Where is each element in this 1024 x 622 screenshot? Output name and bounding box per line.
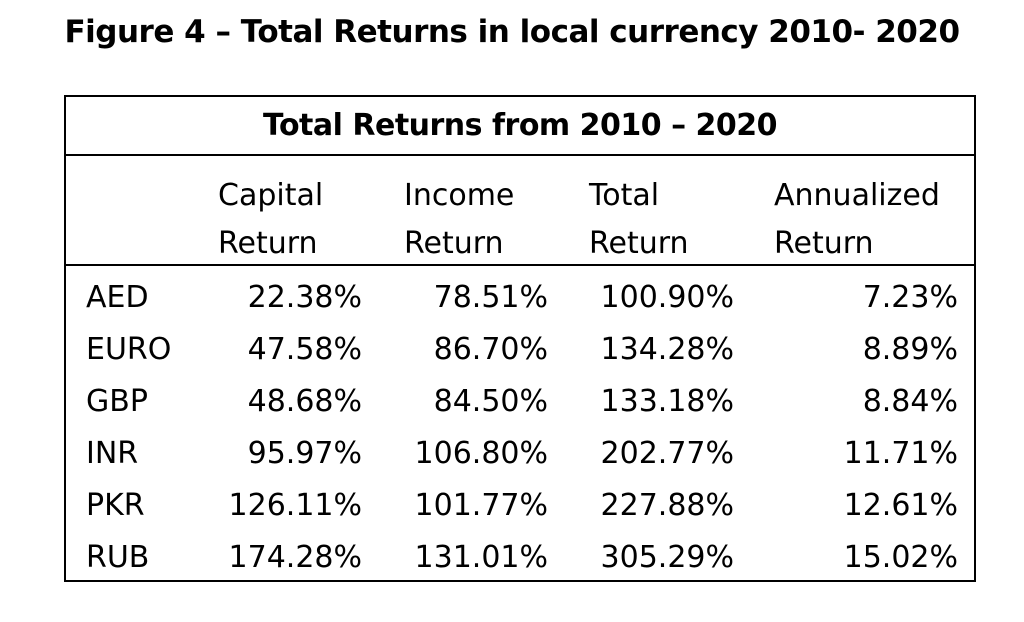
column-header-line: Annualized <box>774 178 940 213</box>
capital-return-cell: 174.28% <box>228 540 362 575</box>
column-header-line: Return <box>589 226 689 261</box>
table-row: INR 95.97% 106.80% 202.77% 11.71% <box>66 428 974 480</box>
capital-return-cell: 48.68% <box>247 384 362 419</box>
income-return-cell: 101.77% <box>414 488 548 523</box>
table-row: PKR 126.11% 101.77% 227.88% 12.61% <box>66 480 974 532</box>
table-row: AED 22.38% 78.51% 100.90% 7.23% <box>66 272 974 324</box>
returns-table: Total Returns from 2010 – 2020 Capital R… <box>64 95 976 582</box>
column-header-line: Income <box>404 178 515 213</box>
currency-cell: EURO <box>86 332 172 367</box>
column-header-line: Capital <box>218 178 324 213</box>
income-return-cell: 131.01% <box>414 540 548 575</box>
capital-return-cell: 22.38% <box>247 280 362 315</box>
capital-return-cell: 47.58% <box>247 332 362 367</box>
income-return-cell: 86.70% <box>433 332 548 367</box>
table-row: RUB 174.28% 131.01% 305.29% 15.02% <box>66 532 974 584</box>
annualized-return-cell: 8.89% <box>862 332 958 367</box>
column-header-line: Return <box>404 226 504 261</box>
annualized-return-cell: 8.84% <box>862 384 958 419</box>
column-header-line: Return <box>774 226 874 261</box>
table-row: GBP 48.68% 84.50% 133.18% 8.84% <box>66 376 974 428</box>
total-return-cell: 134.28% <box>600 332 734 367</box>
total-return-cell: 100.90% <box>600 280 734 315</box>
income-return-cell: 106.80% <box>414 436 548 471</box>
annualized-return-cell: 12.61% <box>843 488 958 523</box>
capital-return-cell: 95.97% <box>247 436 362 471</box>
annualized-return-cell: 7.23% <box>862 280 958 315</box>
currency-cell: AED <box>86 280 149 315</box>
income-return-cell: 84.50% <box>433 384 548 419</box>
column-header-annualized-return: Annualized Return <box>774 172 940 268</box>
total-return-cell: 133.18% <box>600 384 734 419</box>
annualized-return-cell: 15.02% <box>843 540 958 575</box>
column-header-line: Return <box>218 226 318 261</box>
currency-cell: PKR <box>86 488 145 523</box>
annualized-return-cell: 11.71% <box>843 436 958 471</box>
column-header-total-return: Total Return <box>589 172 689 268</box>
column-header-income-return: Income Return <box>404 172 514 268</box>
capital-return-cell: 126.11% <box>228 488 362 523</box>
currency-cell: GBP <box>86 384 148 419</box>
total-return-cell: 202.77% <box>600 436 734 471</box>
figure-title: Figure 4 – Total Returns in local curren… <box>64 14 960 50</box>
column-header-row: Capital Return Income Return Total Retur… <box>66 156 974 266</box>
table-row: EURO 47.58% 86.70% 134.28% 8.89% <box>66 324 974 376</box>
total-return-cell: 227.88% <box>600 488 734 523</box>
table-heading: Total Returns from 2010 – 2020 <box>66 97 974 156</box>
column-header-capital-return: Capital Return <box>218 172 323 268</box>
currency-cell: RUB <box>86 540 150 575</box>
total-return-cell: 305.29% <box>600 540 734 575</box>
currency-cell: INR <box>86 436 139 471</box>
column-header-line: Total <box>589 178 660 213</box>
table-body: AED 22.38% 78.51% 100.90% 7.23% EURO 47.… <box>66 266 974 584</box>
income-return-cell: 78.51% <box>433 280 548 315</box>
